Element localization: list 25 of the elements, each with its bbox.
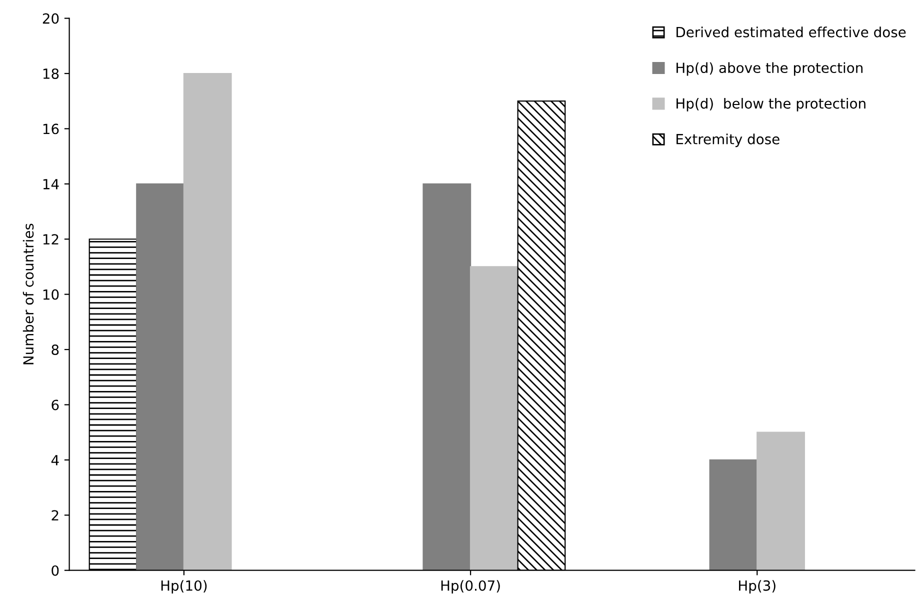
y-tick-label: 16 — [43, 124, 59, 134]
y-tick-label: 0 — [52, 565, 59, 576]
y-axis-title: Number of countries — [22, 224, 34, 364]
x-tick-label: Hp(0.07) — [441, 580, 500, 594]
y-tick-label: 14 — [43, 179, 59, 190]
bar — [136, 183, 184, 570]
bar — [422, 183, 472, 570]
y-tick-label: 6 — [52, 400, 59, 410]
y-tick-label: 4 — [51, 455, 59, 466]
y-tick-label: 18 — [43, 68, 59, 79]
y-tick-label: 8 — [52, 344, 59, 356]
legend-label: Hp(d) above the protection — [676, 62, 862, 76]
legend-label: Extremity dose — [676, 134, 780, 148]
x-tick-label: Hp(3) — [739, 580, 776, 594]
y-tick-label: 12 — [43, 234, 58, 244]
y-tick-label: 2 — [52, 510, 58, 520]
bar — [183, 72, 232, 570]
y-tick-label: 20 — [42, 13, 59, 24]
bar — [709, 459, 758, 570]
legend-label: Derived estimated effective dose — [676, 26, 906, 38]
y-tick-label: 10 — [43, 289, 59, 300]
legend-label: Hp(d) below the protection — [676, 98, 866, 112]
x-tick-label: Hp(10) — [161, 580, 207, 594]
bar — [470, 266, 518, 570]
bar — [756, 432, 805, 570]
